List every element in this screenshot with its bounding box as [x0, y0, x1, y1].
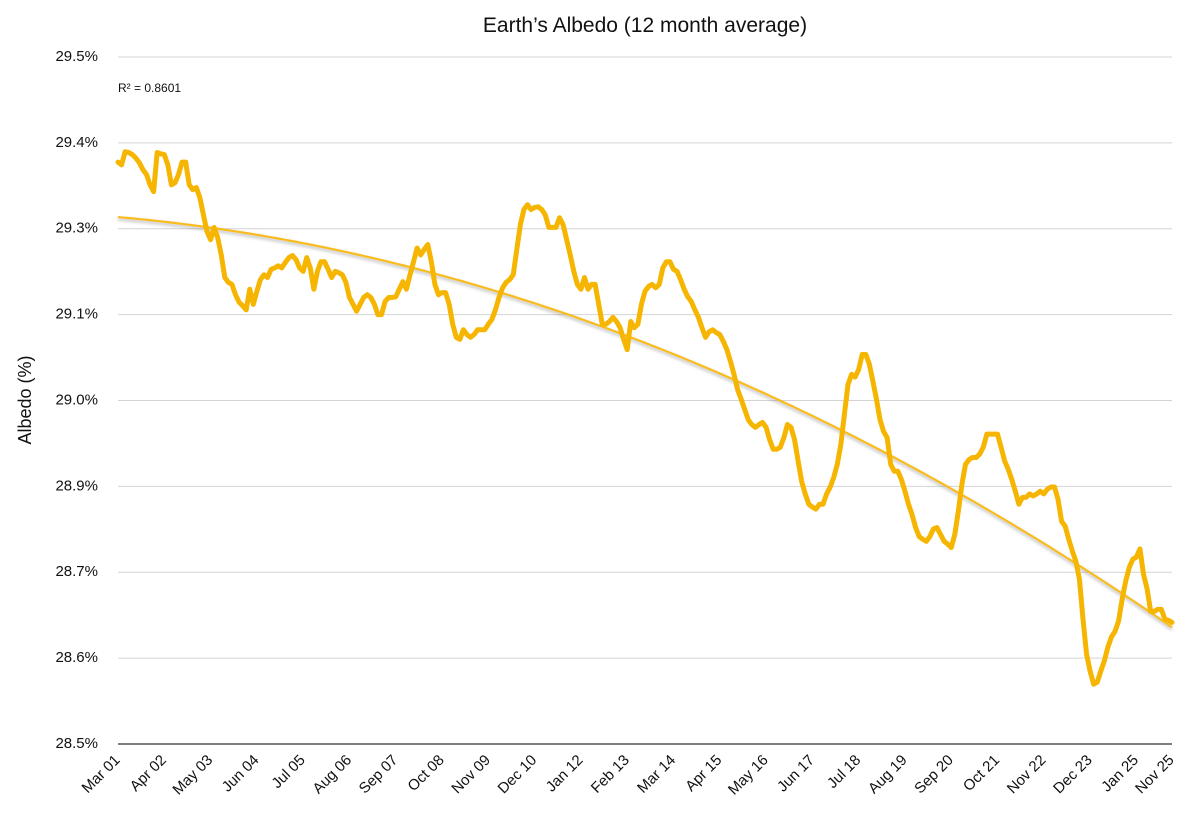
y-tick-label: 28.6% — [55, 649, 98, 666]
x-tick-label: Jan 12 — [543, 752, 587, 796]
y-axis-title: Albedo (%) — [15, 355, 35, 444]
chart-title: Earth’s Albedo (12 month average) — [483, 14, 807, 37]
x-tick-label: Aug 06 — [309, 752, 355, 798]
y-tick-label: 29.0% — [55, 391, 98, 408]
y-tick-label: 28.5% — [55, 735, 98, 752]
x-tick-label: Mar 14 — [634, 752, 679, 797]
x-tick-label: Oct 08 — [404, 752, 447, 795]
x-tick-label: Apr 02 — [127, 752, 170, 795]
y-tick-label: 29.1% — [55, 306, 98, 323]
x-tick-label: Sep 20 — [911, 752, 957, 798]
x-tick-label: Jun 04 — [219, 752, 263, 796]
x-tick-label: Feb 13 — [588, 752, 633, 797]
x-tick-label: Jul 18 — [824, 752, 864, 792]
axis-labels: 28.5% 28.6% 28.7% 28.9% 29.0% 29.1% 29.3% 29.4%… — [55, 48, 1177, 798]
x-tick-label: Sep 07 — [356, 752, 402, 798]
x-tick-label: Aug 19 — [865, 752, 911, 798]
x-tick-label: May 16 — [725, 752, 772, 799]
x-tick-label: May 03 — [169, 752, 216, 799]
x-tick-label: Apr 15 — [682, 752, 725, 795]
grid — [118, 56, 1172, 745]
x-tick-label: Jul 05 — [268, 752, 308, 792]
trendline — [117, 215, 1173, 629]
y-tick-label: 29.3% — [55, 220, 98, 237]
x-tick-label: Mar 01 — [79, 752, 124, 797]
x-tick-label: Nov 22 — [1004, 752, 1050, 798]
x-tick-label: Oct 21 — [960, 752, 1003, 795]
y-tick-label: 28.9% — [55, 477, 98, 494]
data-line — [115, 149, 1175, 687]
y-tick-label: 28.7% — [55, 563, 98, 580]
x-tick-label: Nov 25 — [1132, 752, 1178, 798]
x-tick-label: Jun 17 — [774, 752, 818, 796]
x-tick-label: Nov 09 — [448, 752, 494, 798]
x-tick-label: Dec 23 — [1050, 752, 1096, 798]
y-tick-label: 29.4% — [55, 134, 98, 151]
y-tick-label: 29.5% — [55, 48, 98, 65]
r-squared-annotation: R² = 0.8601 — [118, 81, 181, 95]
plot-area — [115, 149, 1175, 687]
x-tick-label: Dec 10 — [495, 752, 541, 798]
